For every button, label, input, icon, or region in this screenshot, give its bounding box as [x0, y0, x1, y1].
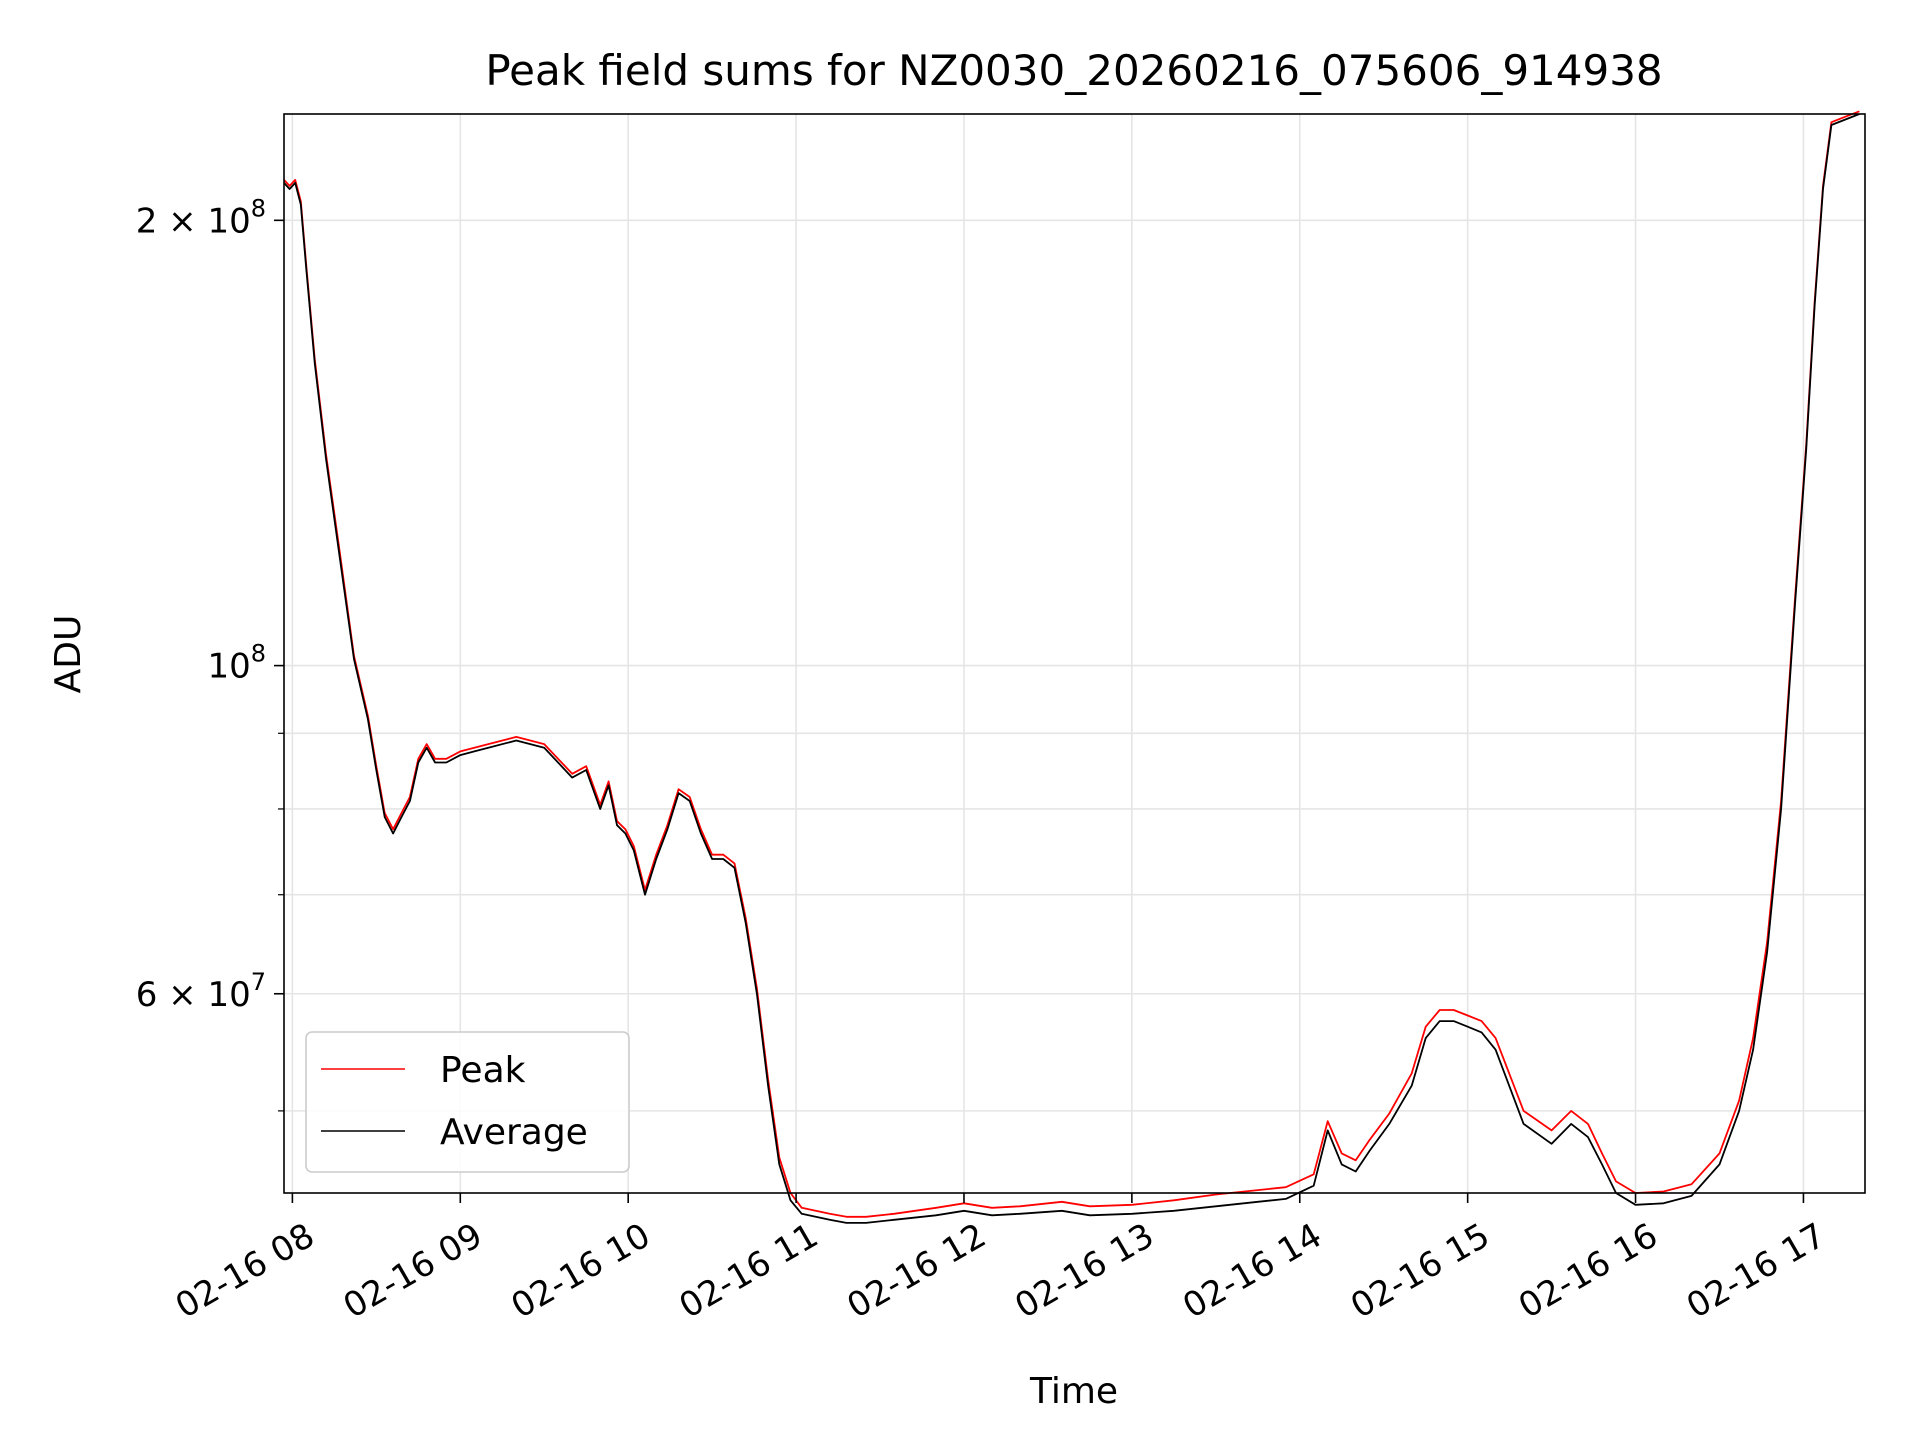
- series-lines: [283, 110, 1860, 1224]
- series-line-peak: [283, 110, 1860, 1218]
- plot-frame: [283, 113, 1866, 1194]
- legend-label-peak: Peak: [440, 1050, 526, 1091]
- plot-area: [284, 114, 1865, 1193]
- y-tick-label: 108: [207, 640, 266, 687]
- y-tick-label: 2 × 108: [136, 194, 266, 241]
- legend-label-average: Average: [440, 1112, 588, 1153]
- series-line-average: [283, 113, 1860, 1224]
- y-tick-label: 6 × 107: [136, 968, 266, 1015]
- legend: Peak Average: [305, 1031, 630, 1173]
- y-axis: 6 × 107 108 2 × 108: [136, 194, 284, 1112]
- x-axis-label: Time: [1029, 1371, 1118, 1412]
- grid: [284, 114, 1865, 1193]
- legend-box: [305, 1031, 630, 1173]
- y-axis-label: ADU: [48, 615, 89, 694]
- chart-title: Peak field sums for NZ0030_20260216_0756…: [485, 46, 1662, 95]
